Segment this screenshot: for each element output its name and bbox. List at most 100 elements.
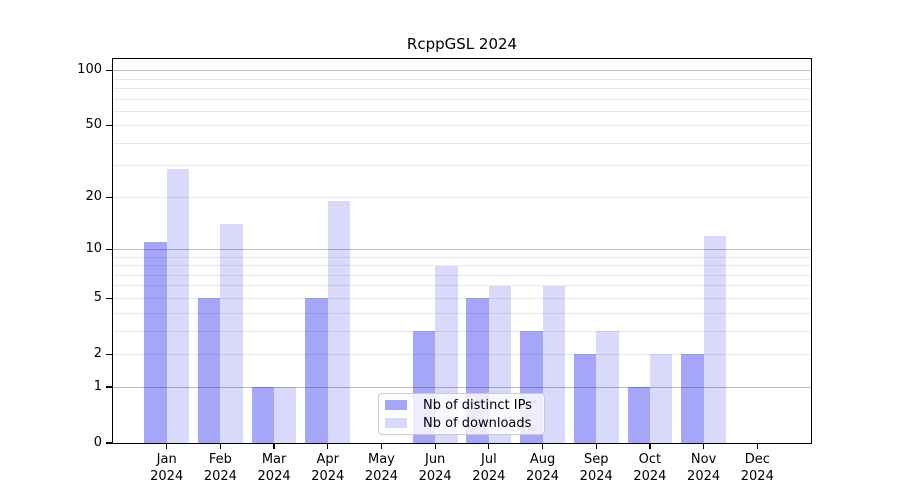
x-tick-feb bbox=[219, 443, 221, 449]
gridline-minor bbox=[113, 196, 811, 198]
bar-nov-downloads bbox=[703, 236, 726, 443]
bar-apr-downloads bbox=[327, 201, 351, 443]
y-tick-label-1: 1 bbox=[93, 378, 102, 394]
x-tick-year: 2024 bbox=[579, 468, 613, 484]
x-tick-label-jan: Jan 2024 bbox=[137, 452, 197, 485]
y-tick-0 bbox=[106, 442, 113, 444]
legend-item-distinct-ips: Nb of distinct IPs bbox=[379, 398, 544, 413]
x-tick-may bbox=[380, 443, 383, 449]
x-tick-year: 2024 bbox=[257, 468, 291, 484]
x-tick-month: Sep bbox=[583, 452, 609, 467]
x-tick-jul bbox=[488, 443, 490, 449]
legend-label-distinct-ips: Nb of distinct IPs bbox=[423, 397, 532, 413]
x-tick-year: 2024 bbox=[525, 468, 560, 484]
x-tick-month: Mar bbox=[261, 452, 287, 467]
x-tick-month: Dec bbox=[744, 452, 770, 467]
x-tick-label-mar: Mar 2024 bbox=[244, 452, 304, 485]
y-tick-1 bbox=[106, 386, 113, 388]
gridline-minor bbox=[113, 142, 811, 144]
gridline-minor bbox=[113, 78, 811, 80]
y-tick-label-5: 5 bbox=[93, 289, 102, 305]
y-tick-label-2: 2 bbox=[93, 345, 102, 361]
bar-nov-distinct-ips bbox=[681, 354, 704, 443]
y-tick-label-50: 50 bbox=[85, 117, 102, 133]
gridline-minor bbox=[113, 265, 811, 267]
x-tick-label-nov: Nov 2024 bbox=[674, 452, 734, 485]
y-tick-2 bbox=[106, 353, 113, 355]
y-tick-100 bbox=[106, 69, 113, 72]
x-tick-month: Jun bbox=[424, 452, 446, 467]
legend-label-downloads: Nb of downloads bbox=[423, 415, 532, 431]
y-tick-50 bbox=[106, 125, 113, 127]
x-tick-mar bbox=[273, 443, 275, 449]
gridline-major bbox=[113, 70, 811, 72]
x-tick-month: May bbox=[368, 452, 395, 467]
gridline-minor bbox=[113, 330, 811, 332]
x-tick-month: Jul bbox=[481, 452, 497, 467]
bar-aug-downloads bbox=[542, 285, 565, 443]
x-tick-label-sep: Sep 2024 bbox=[566, 452, 626, 485]
x-tick-year: 2024 bbox=[150, 468, 184, 484]
gridline-minor bbox=[113, 165, 811, 167]
gridline-major bbox=[113, 249, 811, 251]
bar-sep-distinct-ips bbox=[573, 354, 597, 443]
y-tick-10 bbox=[106, 248, 113, 251]
x-tick-jun bbox=[434, 443, 436, 449]
x-tick-year: 2024 bbox=[633, 468, 667, 484]
chart-title: RcppGSL 2024 bbox=[406, 35, 518, 53]
x-tick-label-jul: Jul 2024 bbox=[459, 452, 519, 485]
legend-swatch-distinct-ips bbox=[385, 400, 407, 410]
x-tick-oct bbox=[649, 443, 651, 449]
x-tick-year: 2024 bbox=[311, 468, 345, 484]
gridline-minor bbox=[113, 285, 811, 287]
bar-mar-downloads bbox=[274, 387, 297, 443]
x-tick-month: Jan bbox=[156, 452, 177, 467]
bar-feb-distinct-ips bbox=[197, 298, 221, 443]
x-tick-dec bbox=[756, 443, 758, 449]
gridline-minor bbox=[113, 125, 811, 127]
x-tick-apr bbox=[327, 443, 329, 449]
x-tick-aug bbox=[541, 443, 544, 449]
x-tick-year: 2024 bbox=[687, 468, 721, 484]
gridline-minor bbox=[113, 256, 811, 258]
x-tick-label-jun: Jun 2024 bbox=[405, 452, 465, 485]
x-tick-label-dec: Dec 2024 bbox=[727, 452, 787, 485]
x-tick-label-apr: Apr 2024 bbox=[298, 452, 358, 485]
bar-jan-downloads bbox=[166, 168, 190, 443]
x-tick-month: Oct bbox=[638, 452, 662, 467]
gridline-minor bbox=[113, 297, 811, 299]
x-tick-year: 2024 bbox=[740, 468, 774, 484]
gridline-minor bbox=[113, 353, 811, 355]
gridline-minor bbox=[113, 312, 811, 314]
plot-area bbox=[112, 58, 812, 444]
x-tick-year: 2024 bbox=[203, 468, 237, 484]
y-tick-label-0: 0 bbox=[93, 434, 102, 450]
y-tick-label-10: 10 bbox=[85, 241, 102, 256]
x-tick-month: Nov bbox=[690, 452, 717, 467]
x-tick-label-oct: Oct 2024 bbox=[620, 452, 680, 485]
gridline-minor bbox=[113, 274, 811, 276]
x-tick-label-aug: Aug 2024 bbox=[513, 452, 573, 485]
y-tick-label-20: 20 bbox=[85, 188, 102, 204]
gridline-minor bbox=[113, 110, 811, 112]
x-tick-year: 2024 bbox=[418, 468, 452, 484]
gridline-minor bbox=[113, 87, 811, 89]
bar-oct-distinct-ips bbox=[627, 387, 650, 443]
y-tick-20 bbox=[106, 196, 113, 198]
x-tick-year: 2024 bbox=[472, 468, 506, 484]
y-tick-5 bbox=[106, 297, 113, 299]
bar-jan-distinct-ips bbox=[144, 242, 167, 443]
x-tick-year: 2024 bbox=[364, 468, 398, 484]
x-tick-jan bbox=[166, 443, 168, 449]
y-tick-label-100: 100 bbox=[77, 62, 102, 78]
x-tick-sep bbox=[595, 443, 597, 449]
gridline-minor bbox=[113, 98, 811, 100]
x-tick-label-feb: Feb 2024 bbox=[190, 452, 250, 485]
x-tick-nov bbox=[703, 443, 705, 449]
gridline-major bbox=[113, 386, 811, 388]
x-tick-month: Aug bbox=[529, 452, 556, 467]
legend: Nb of distinct IPs Nb of downloads bbox=[378, 393, 545, 435]
x-tick-month: Feb bbox=[208, 452, 232, 467]
bar-oct-downloads bbox=[649, 354, 673, 443]
